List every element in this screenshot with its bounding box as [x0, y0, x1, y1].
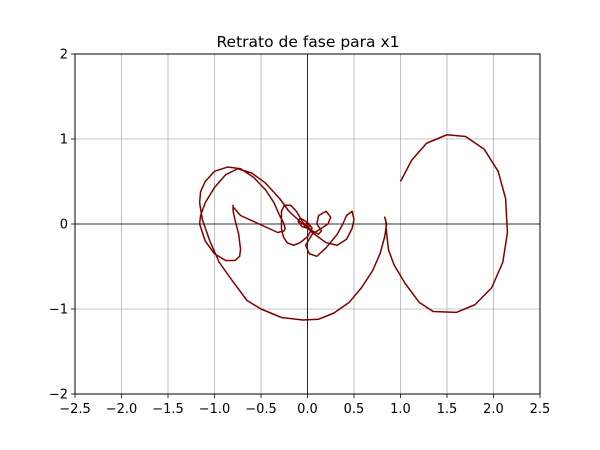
x-axis: −2.5 −2.0 −1.5 −1.0 −0.5 0.0 0.5 1.0 1.5 2.0 2.5	[59, 394, 550, 417]
x-tick-label: 0.0	[297, 402, 318, 417]
x-tick-label: −0.5	[245, 402, 277, 417]
y-tick-label: −2	[49, 388, 68, 403]
x-tick-label: −1.0	[199, 402, 231, 417]
y-tick-label: −1	[49, 303, 68, 318]
y-axis: −2 −1 0 1 2	[49, 48, 75, 403]
trajectory-line-0	[198, 134, 509, 321]
chart-title: Retrato de fase para x1	[216, 33, 399, 51]
x-tick-label: 1.5	[437, 402, 458, 417]
x-tick-label: 0.5	[344, 402, 365, 417]
x-tick-label: −2.5	[59, 402, 91, 417]
x-tick-label: −1.5	[152, 402, 184, 417]
x-tick-label: 2.5	[530, 402, 551, 417]
y-tick-label: 1	[60, 133, 68, 148]
plot-area	[198, 134, 509, 321]
x-tick-label: −2.0	[106, 402, 138, 417]
y-tick-label: 0	[60, 218, 68, 233]
x-tick-label: 2.0	[483, 402, 504, 417]
y-tick-label: 2	[60, 48, 68, 63]
x-tick-label: 1.0	[390, 402, 411, 417]
